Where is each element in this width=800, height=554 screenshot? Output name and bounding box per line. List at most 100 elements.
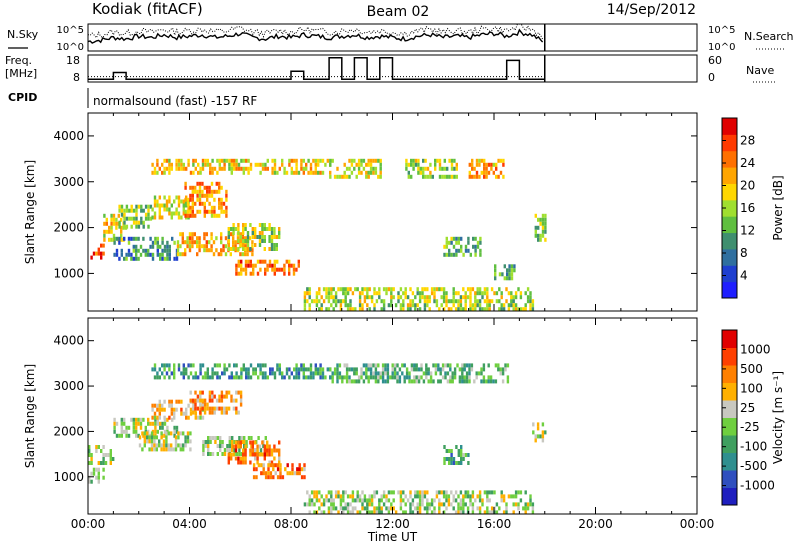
velocity-cell xyxy=(373,506,376,511)
power-cell xyxy=(502,162,505,167)
power-cell xyxy=(224,236,228,241)
velocity-cell xyxy=(486,498,489,503)
velocity-cell xyxy=(318,490,321,495)
velocity-cell xyxy=(160,431,163,436)
power-cell xyxy=(97,247,100,252)
velocity-cell xyxy=(252,463,256,468)
velocity-cell xyxy=(445,490,448,495)
velocity-cell xyxy=(488,490,491,495)
power-cell xyxy=(519,295,523,300)
power-cell xyxy=(228,158,231,163)
power-cell xyxy=(246,231,250,235)
power-cell xyxy=(142,220,145,225)
power-cell xyxy=(233,162,236,167)
velocity-cell xyxy=(166,425,169,430)
velocity-cell xyxy=(175,399,178,404)
power-cell xyxy=(455,240,458,245)
velocity-cell xyxy=(415,379,418,384)
velocity-cell xyxy=(322,502,326,507)
velocity-cell xyxy=(201,375,205,380)
power-cell xyxy=(464,307,467,312)
power-cell xyxy=(235,158,238,163)
velocity-cell xyxy=(196,398,200,403)
power-cell xyxy=(273,166,277,171)
velocity-cell xyxy=(283,375,286,380)
power-cell xyxy=(176,252,180,257)
velocity-cell xyxy=(291,471,294,476)
velocity-cell xyxy=(482,363,486,368)
velocity-cell xyxy=(422,379,426,384)
velocity-cell xyxy=(449,375,452,380)
velocity-cell xyxy=(260,471,263,476)
power-cell xyxy=(275,243,278,247)
power-cell xyxy=(256,259,260,264)
power-cell xyxy=(163,248,167,253)
nave-tick-right-top: 60 xyxy=(708,54,722,67)
velocity-cell xyxy=(494,363,498,368)
power-cell xyxy=(184,209,187,214)
velocity-cell xyxy=(219,436,222,440)
velocity-cell xyxy=(448,457,451,461)
velocity-cell xyxy=(194,402,197,407)
power-colorbar-tick-label: 20 xyxy=(740,179,755,193)
power-cell xyxy=(239,235,242,239)
power-cell xyxy=(382,299,386,304)
velocity-cell xyxy=(478,510,482,515)
velocity-cell xyxy=(403,375,406,380)
velocity-cell xyxy=(415,375,418,380)
power-cell xyxy=(460,248,463,253)
velocity-cell xyxy=(254,452,257,457)
power-cell xyxy=(502,303,506,308)
power-cell xyxy=(407,174,410,179)
power-cell xyxy=(244,271,248,276)
power-cell xyxy=(317,170,320,175)
power-cell xyxy=(251,252,254,257)
velocity-cell xyxy=(449,367,452,372)
velocity-cell xyxy=(273,456,276,461)
power-cell xyxy=(426,166,430,171)
velocity-cell xyxy=(218,375,221,380)
velocity-cell xyxy=(360,371,363,376)
power-cell xyxy=(372,166,375,171)
velocity-cell xyxy=(500,498,503,503)
velocity-cell xyxy=(351,490,355,495)
power-cell xyxy=(308,287,311,292)
power-cell xyxy=(149,244,152,249)
velocity-cell xyxy=(402,490,405,495)
velocity-cell xyxy=(254,456,257,461)
velocity-cell xyxy=(166,417,169,422)
velocity-cell xyxy=(377,371,380,376)
velocity-cell xyxy=(437,379,440,384)
power-cell xyxy=(213,209,216,214)
power-cell xyxy=(182,166,185,171)
power-cell xyxy=(251,248,254,253)
velocity-cell xyxy=(405,375,409,380)
power-cell xyxy=(329,174,332,179)
power-cell xyxy=(206,197,209,202)
power-cell xyxy=(280,267,284,272)
power-cell xyxy=(510,272,514,277)
power-cell xyxy=(177,211,181,216)
velocity-cell xyxy=(151,403,154,408)
velocity-cell xyxy=(505,506,508,511)
power-cell xyxy=(379,174,382,179)
power-cell xyxy=(397,291,400,296)
power-cell xyxy=(457,291,460,296)
power-cell xyxy=(168,158,171,163)
power-cell xyxy=(244,239,247,243)
power-cell xyxy=(338,174,342,179)
power-cell xyxy=(132,208,136,213)
power-cell xyxy=(176,240,180,245)
power-cell xyxy=(478,174,481,179)
velocity-cell xyxy=(148,435,151,440)
velocity-cell xyxy=(382,490,386,495)
power-cell xyxy=(222,248,225,253)
power-cell xyxy=(537,233,540,238)
velocity-cell xyxy=(481,498,484,503)
velocity-cell xyxy=(470,363,474,368)
power-cell xyxy=(510,264,514,269)
power-cell xyxy=(271,158,274,163)
power-cell xyxy=(208,201,211,206)
velocity-cell xyxy=(204,444,207,448)
